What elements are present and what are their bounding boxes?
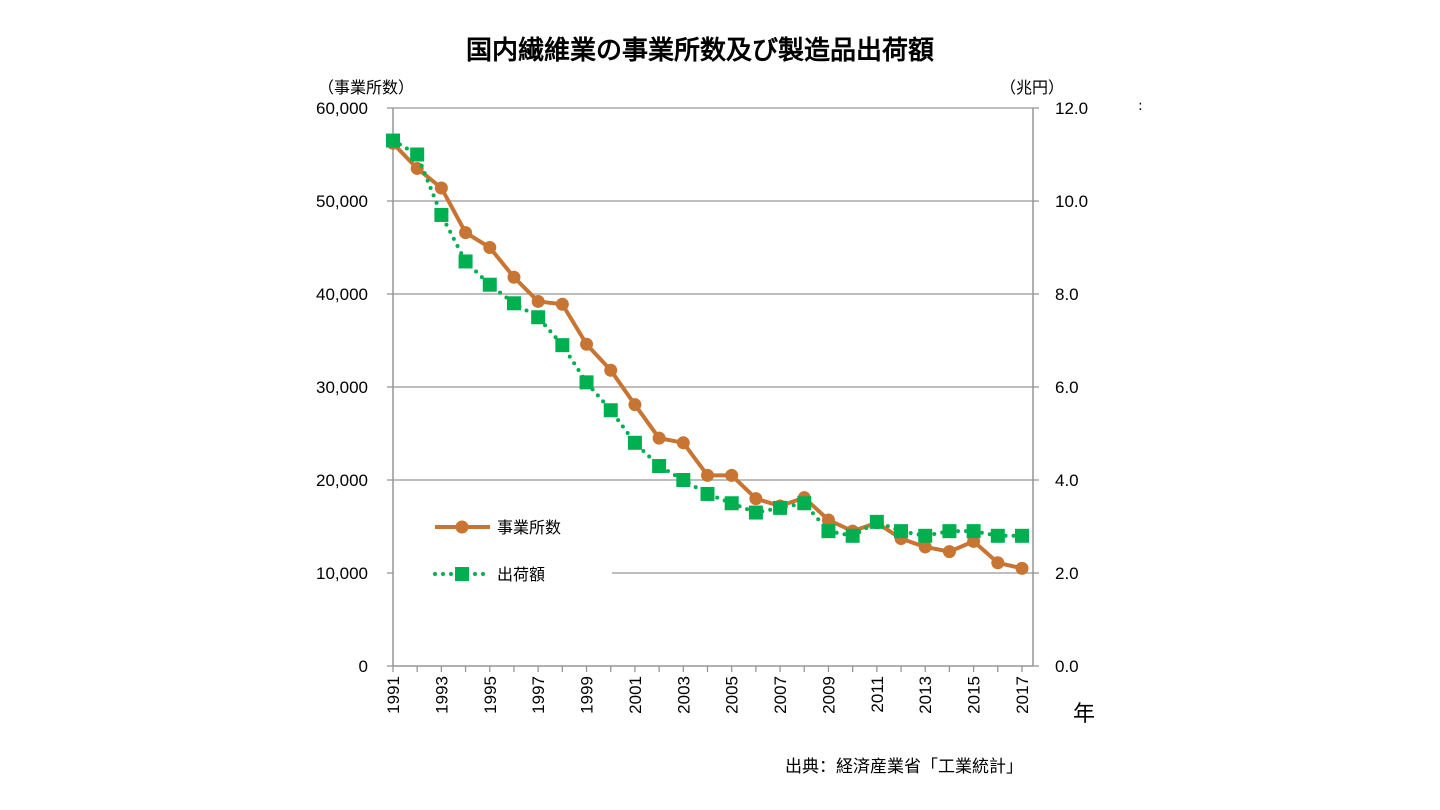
data-point-square [869, 514, 884, 529]
x-tick-label: 2015 [965, 676, 984, 714]
x-tick-label: 2017 [1013, 676, 1032, 714]
left-axis-unit: （事業所数） [318, 78, 415, 97]
data-point-circle [483, 241, 497, 254]
x-tick-label: 1993 [432, 676, 451, 714]
data-point-square [797, 496, 812, 511]
data-point-square [676, 473, 691, 487]
data-point-circle [676, 436, 690, 450]
data-point-square [627, 435, 642, 450]
data-point-square [748, 505, 763, 520]
data-point-circle [580, 337, 594, 351]
data-point-circle [1015, 561, 1029, 575]
data-point-square [579, 375, 594, 390]
data-point-circle [701, 468, 714, 482]
data-point-square [458, 254, 473, 269]
y-tick-label-left: 30,000 [316, 378, 368, 397]
x-tick-label: 1991 [384, 676, 403, 714]
data-point-circle [725, 468, 739, 482]
data-point-circle [507, 270, 521, 284]
y-tick-label-left: 20,000 [316, 471, 368, 490]
data-point-square [918, 528, 933, 543]
x-tick-label: 2001 [626, 676, 645, 714]
y-tick-label-right: 4.0 [1055, 471, 1079, 490]
data-point-circle [991, 556, 1005, 570]
chart-title: 国内繊維業の事業所数及び製造品出荷額 [465, 36, 934, 66]
x-tick-label: 2005 [723, 676, 742, 714]
y-tick-label-left: 40,000 [316, 285, 368, 304]
data-point-square [482, 277, 497, 292]
data-point-square [700, 486, 715, 501]
y-tick-label-right: 12.0 [1055, 99, 1088, 118]
data-point-circle [918, 540, 932, 554]
y-tick-label-left: 60,000 [316, 99, 368, 118]
data-point-circle [604, 363, 618, 377]
stray-mark: : [1138, 98, 1143, 114]
data-point-square [966, 524, 981, 539]
legend-marker-establishments [455, 520, 469, 534]
x-tick-label: 1997 [529, 676, 548, 714]
data-point-square [652, 459, 667, 474]
y-tick-label-left: 10,000 [316, 564, 368, 583]
data-point-square [386, 133, 400, 148]
x-axis-label: 年 [1073, 702, 1096, 727]
data-point-square [1015, 528, 1029, 543]
y-tick-label-right: 6.0 [1055, 378, 1079, 397]
y-tick-label-right: 8.0 [1055, 285, 1079, 304]
data-point-square [724, 496, 739, 511]
data-point-circle [555, 297, 569, 311]
y-tick-label-left: 0 [359, 657, 368, 676]
data-point-circle [459, 226, 473, 240]
data-point-square [773, 500, 788, 515]
x-tick-label: 1995 [481, 676, 500, 714]
y-tick-label-right: 0.0 [1055, 657, 1079, 676]
data-point-circle [821, 513, 835, 527]
data-point-square [845, 528, 860, 543]
series-line-0 [391, 141, 1023, 571]
y-tick-label-right: 2.0 [1055, 564, 1079, 583]
data-point-square [894, 524, 909, 539]
data-point-square [506, 296, 521, 311]
x-tick-label: 2013 [916, 676, 935, 714]
data-point-square [531, 310, 546, 325]
y-tick-label-right: 10.0 [1055, 192, 1088, 211]
series-line-1 [391, 138, 1024, 538]
data-point-circle [652, 431, 666, 445]
data-point-square [821, 524, 836, 539]
data-point-circle [434, 181, 448, 195]
right-axis-unit: （兆円） [1000, 78, 1065, 97]
data-point-square [603, 403, 618, 418]
x-tick-label: 2011 [868, 676, 887, 713]
legend-marker-shipments [455, 567, 469, 581]
data-point-square [434, 207, 449, 222]
legend-label-shipments: 出荷額 [497, 565, 545, 584]
legend-label-establishments: 事業所数 [497, 518, 561, 537]
data-point-square [410, 147, 425, 162]
source-note: 出典：経済産業省「工業統計」 [785, 757, 1023, 777]
data-point-circle [531, 294, 545, 308]
data-point-circle [749, 492, 763, 506]
data-point-square [555, 338, 570, 353]
x-tick-label: 2007 [771, 676, 790, 714]
data-point-circle [628, 398, 642, 412]
data-point-square [942, 524, 957, 539]
y-tick-label-left: 50,000 [316, 192, 368, 211]
x-tick-label: 2009 [819, 676, 838, 714]
x-tick-label: 2003 [674, 676, 693, 714]
data-point-circle [942, 545, 956, 559]
x-tick-label: 1999 [578, 676, 597, 714]
data-point-square [990, 528, 1005, 543]
